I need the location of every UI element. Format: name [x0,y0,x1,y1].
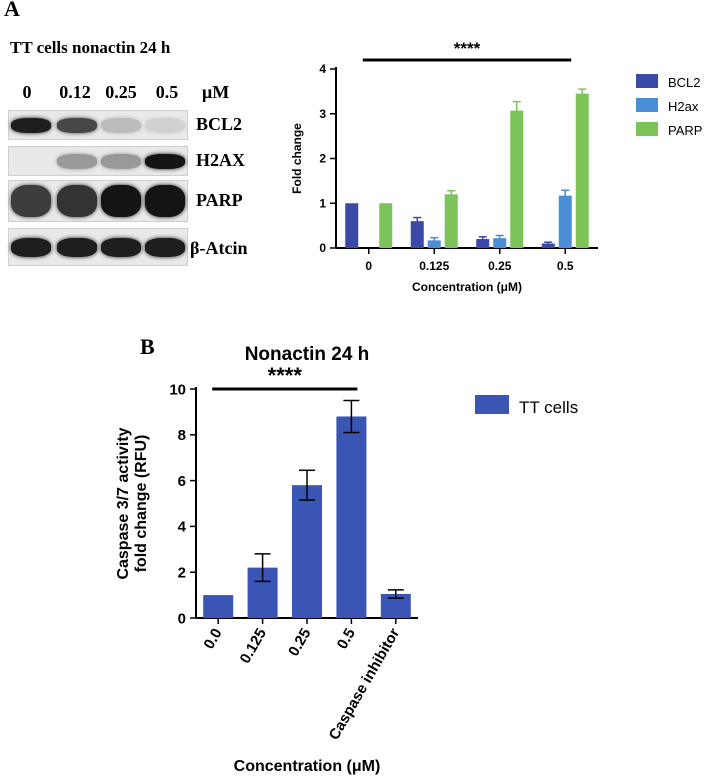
y-axis-label: Caspase 3/7 activity [115,427,132,579]
blot-band [101,237,141,257]
blot-band [11,237,51,257]
bar [541,243,555,248]
y-tick-label: 0 [319,241,326,255]
legend-label: TT cells [519,398,578,417]
x-tick-label: 0.5 [557,259,574,273]
y-tick-label: 8 [178,427,186,444]
bar [203,595,234,618]
lane-label: 0 [22,82,32,102]
x-tick-label: 0.125 [419,259,449,273]
band-label-actin: β-Atcin [190,238,248,258]
y-tick-label: 2 [178,564,186,581]
y-tick-label: 6 [178,473,186,490]
y-tick-label: 4 [178,519,187,536]
x-tick-label: 0.0 [201,626,226,653]
blot-band [57,153,97,169]
bar [510,110,524,249]
panel-b-letter: B [140,334,155,359]
x-axis-label: Concentration (μM) [412,280,522,294]
y-tick-label: 3 [319,107,326,121]
y-tick-label: 0 [178,610,186,627]
bar [558,195,572,248]
x-tick-label: 0.25 [285,626,314,660]
lane-label: 0.12 [59,82,91,102]
legend-swatch [636,98,658,112]
band-label-bcl2: BCL2 [196,114,243,134]
blot-band [145,237,185,257]
bar [444,194,458,248]
blot-band [11,117,51,133]
unit-label: μM [202,82,230,102]
blot-band [145,153,185,169]
blot-band [101,117,141,133]
lane-label: 0.25 [105,82,137,102]
bar [410,221,424,248]
x-tick-label: 0.5 [334,626,359,653]
significance-label: **** [454,39,481,58]
blot-band [57,117,97,133]
blot-band [145,185,185,217]
bar [336,416,367,618]
bar [493,238,507,248]
bar [427,240,441,248]
x-axis-label: Concentration (μM) [234,758,381,775]
band-label-h2ax: H2AX [196,150,245,170]
x-tick-label: 0.25 [488,259,512,273]
significance-label: **** [268,363,303,388]
legend-label: PARP [668,123,702,138]
y-tick-label: 10 [169,381,186,398]
y-tick-label: 4 [319,62,326,76]
y-tick-label: 2 [319,152,326,166]
bar [575,93,589,248]
bar [345,203,359,248]
blot-strip-h2ax [8,146,188,176]
legend-label: BCL2 [668,75,701,90]
fold-change-chart: 0 1 2 3 4 0 0.125 0.25 0.5 **** Concentration (μM)… [290,39,702,294]
blot-band [101,153,141,169]
x-tick-label: 0.125 [237,626,270,667]
legend-swatch [636,74,658,88]
blot-band [57,237,97,257]
lane-label: 0.5 [155,82,179,102]
legend-swatch [636,122,658,136]
y-axis-label: Fold change [290,123,304,194]
blot-band [145,117,185,133]
blot-band [101,185,141,217]
bar [476,239,490,248]
y-axis-label: fold change (RFU) [133,435,150,573]
bar [292,485,322,618]
western-blot: 0 0.12 0.25 0.5 μM BCL2 H2AX PARP β-Atci… [0,0,270,280]
legend-swatch [475,395,509,414]
panel-a-letter: A [4,0,20,21]
blot-band [57,185,97,217]
bar [379,203,393,248]
y-tick-label: 1 [319,196,326,210]
chart-title: Nonactin 24 h [245,344,370,365]
band-label-parp: PARP [196,190,243,210]
legend-label: H2ax [668,99,699,114]
x-tick-label: 0 [365,259,372,273]
blot-band [11,185,51,217]
blot-title: TT cells nonactin 24 h [10,38,171,57]
